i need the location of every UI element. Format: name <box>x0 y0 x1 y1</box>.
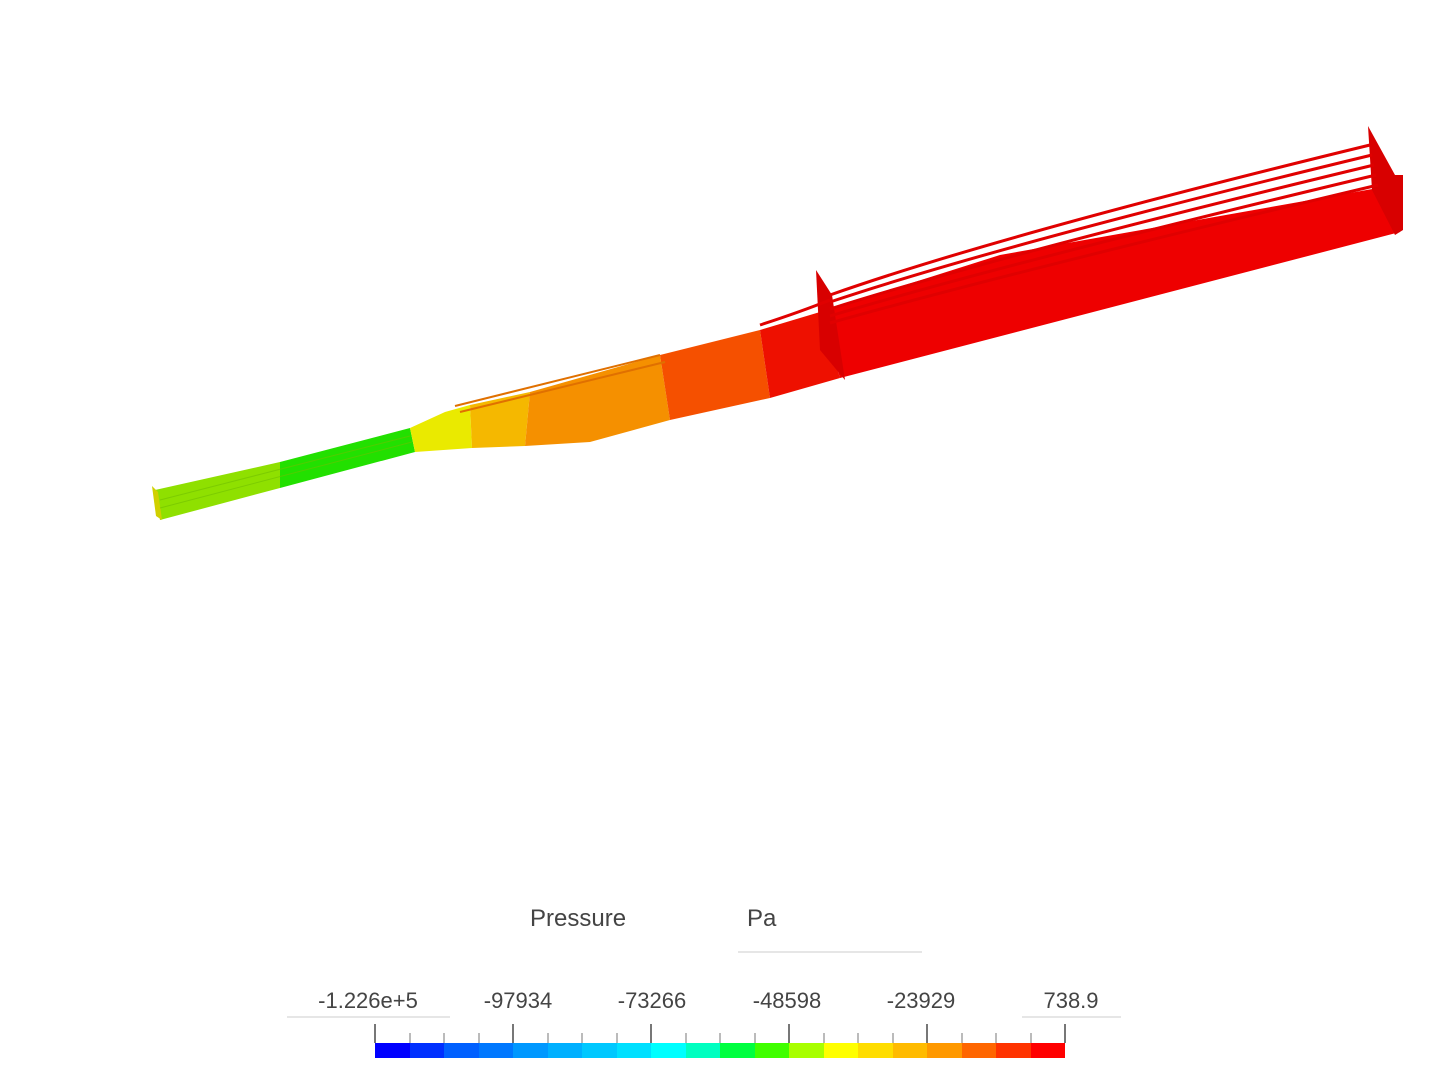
legend-title: Pressure <box>530 905 627 932</box>
legend-tick <box>788 1024 790 1043</box>
color-swatch <box>1030 1043 1065 1058</box>
legend-tick <box>374 1024 376 1043</box>
color-swatch <box>754 1043 789 1058</box>
max-underline <box>1022 1016 1121 1018</box>
legend-tick <box>684 1033 687 1043</box>
tick-label: -73266 <box>617 988 687 1013</box>
tick-label-min: -1.226e+5 <box>318 988 418 1013</box>
legend-tick <box>995 1033 997 1043</box>
baffle-2 <box>1368 126 1403 235</box>
color-swatch <box>513 1043 548 1058</box>
color-swatch <box>961 1043 996 1058</box>
legend-tick <box>546 1033 549 1043</box>
color-swatch <box>375 1043 410 1058</box>
color-swatch <box>478 1043 513 1058</box>
3d-viewport[interactable] <box>0 0 1440 880</box>
legend-tick <box>581 1033 583 1043</box>
tick-label: -23929 <box>886 988 956 1013</box>
color-swatch <box>823 1043 858 1058</box>
unit-underline <box>738 951 922 953</box>
legend-tick <box>615 1033 618 1043</box>
legend-tick <box>650 1024 652 1043</box>
color-swatch <box>409 1043 444 1058</box>
legend-tick <box>1029 1033 1032 1043</box>
legend-tick <box>857 1033 859 1043</box>
legend-unit: Pa <box>747 905 777 932</box>
legend-tick <box>512 1024 514 1043</box>
color-swatch <box>616 1043 651 1058</box>
tube-section-yellow <box>410 405 472 452</box>
legend-tick <box>926 1024 928 1043</box>
legend-tick <box>822 1033 825 1043</box>
legend-tick <box>891 1033 894 1043</box>
color-swatch <box>892 1043 927 1058</box>
color-swatch <box>547 1043 582 1058</box>
tube-section-green <box>280 428 415 488</box>
color-swatch <box>720 1043 755 1058</box>
legend-tick <box>753 1033 756 1043</box>
color-swatch <box>685 1043 720 1058</box>
baffle-1 <box>816 270 845 380</box>
color-swatch <box>582 1043 617 1058</box>
legend-tick <box>477 1033 480 1043</box>
legend-tick <box>960 1033 963 1043</box>
pipe-geometry <box>152 126 1403 520</box>
inlet-section <box>155 462 280 520</box>
section-red-2 <box>820 185 1400 378</box>
color-legend: Pressure Pa -1.226e+5 -97934 -73266 -485… <box>0 880 1440 1080</box>
legend-ticks <box>374 1024 1066 1043</box>
color-swatch <box>651 1043 686 1058</box>
min-underline <box>287 1016 450 1018</box>
legend-tick <box>408 1033 411 1043</box>
tick-label-max: 738.9 <box>1043 988 1099 1013</box>
legend-tick <box>1064 1024 1066 1043</box>
color-bar <box>375 1043 1065 1058</box>
color-swatch <box>444 1043 479 1058</box>
section-dark-orange <box>660 330 770 420</box>
legend-tick <box>443 1033 445 1043</box>
color-swatch <box>996 1043 1031 1058</box>
tick-label: -97934 <box>483 988 553 1013</box>
inlet-face <box>152 486 162 520</box>
color-swatch <box>927 1043 962 1058</box>
tick-label: -48598 <box>752 988 822 1013</box>
color-swatch <box>858 1043 893 1058</box>
legend-tick <box>719 1033 721 1043</box>
expansion-section-orange <box>525 355 670 446</box>
color-swatch <box>789 1043 824 1058</box>
